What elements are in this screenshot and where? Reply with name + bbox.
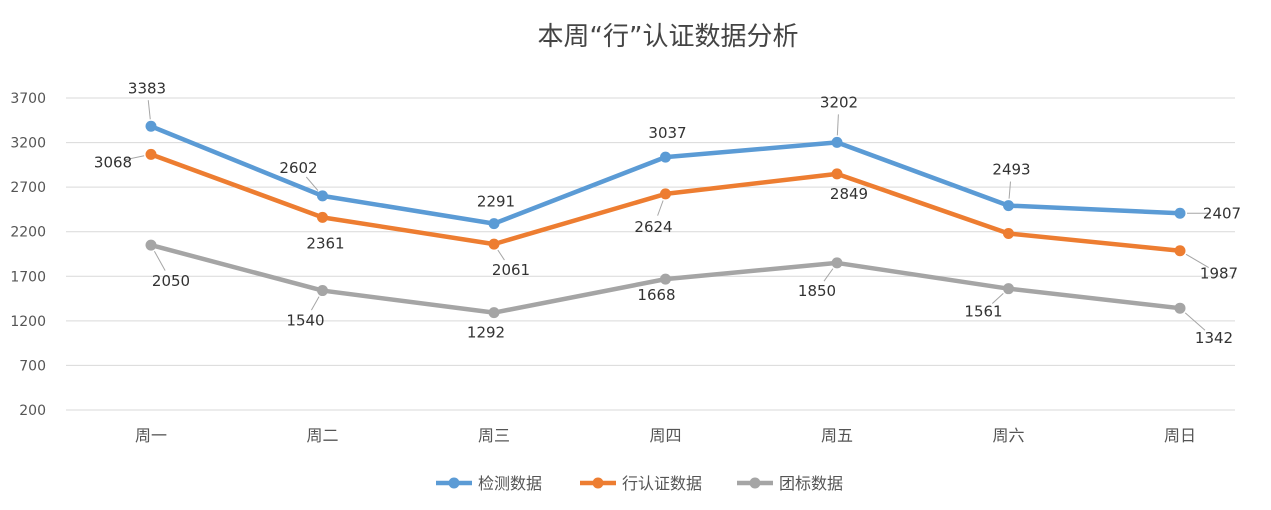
x-axis-categories: 周一 周二 周三 周四 周五 周六 周日 — [135, 426, 1196, 445]
data-labels: 3383 2602 2291 3037 3202 2493 2407 3068 2361 2061… — [94, 79, 1241, 347]
data-point — [660, 273, 671, 285]
y-tick-label: 2200 — [10, 225, 46, 241]
data-label: 1540 — [286, 312, 324, 330]
y-tick-label: 3700 — [10, 91, 46, 107]
data-point — [488, 218, 500, 230]
data-point — [317, 190, 328, 202]
data-point — [660, 188, 671, 200]
y-tick-label: 1200 — [10, 314, 46, 330]
data-point — [831, 168, 843, 180]
y-tick-label: 2700 — [10, 180, 46, 196]
legend-swatch-marker — [749, 477, 761, 489]
data-label: 1342 — [1195, 329, 1233, 347]
data-point — [1174, 207, 1186, 219]
data-label: 3068 — [94, 153, 132, 171]
x-category-label: 周日 — [1164, 426, 1196, 445]
data-point — [831, 136, 843, 148]
data-label: 2493 — [992, 161, 1030, 179]
leader-line — [657, 200, 664, 216]
series — [145, 120, 1186, 319]
legend-label: 行认证数据 — [622, 474, 702, 493]
data-label: 3383 — [128, 79, 166, 97]
data-point — [1003, 283, 1014, 295]
x-category-label: 周五 — [821, 426, 853, 445]
data-point — [831, 257, 843, 269]
y-axis-ticks: 200 700 1200 1700 2200 2700 3200 3700 — [10, 91, 46, 419]
leader-line — [836, 114, 839, 136]
data-point — [1003, 227, 1014, 239]
x-category-label: 周六 — [992, 426, 1024, 445]
data-label: 1668 — [637, 286, 675, 304]
data-point — [488, 307, 500, 319]
data-point — [317, 211, 328, 223]
data-point — [1174, 302, 1186, 314]
gridlines — [66, 97, 1235, 411]
x-category-label: 周一 — [135, 426, 167, 445]
leader-line — [497, 249, 505, 261]
leader-line — [1185, 253, 1209, 269]
leader-line — [991, 293, 1004, 304]
data-point — [488, 238, 500, 250]
leader-line — [823, 268, 834, 282]
leader-line — [1184, 312, 1206, 331]
y-tick-label: 200 — [19, 403, 46, 419]
data-point — [145, 148, 157, 160]
leader-line — [305, 176, 319, 191]
legend-label: 团标数据 — [779, 474, 843, 493]
x-category-label: 周三 — [478, 426, 510, 445]
data-label: 2291 — [477, 193, 515, 211]
data-point — [1003, 200, 1014, 212]
legend-swatch-marker — [592, 477, 604, 489]
data-point — [317, 285, 328, 297]
data-label: 3202 — [820, 93, 858, 111]
data-label: 2849 — [830, 185, 868, 203]
legend: 检测数据 行认证数据 团标数据 — [436, 474, 843, 493]
chart-title: 本周“行”认证数据分析 — [538, 22, 799, 52]
legend-swatch-marker — [448, 477, 460, 489]
leader-line — [153, 250, 166, 271]
data-label: 1987 — [1200, 265, 1238, 283]
leader-line — [310, 296, 320, 311]
y-tick-label: 3200 — [10, 136, 46, 152]
y-tick-label: 700 — [19, 358, 46, 374]
data-label: 2602 — [279, 159, 317, 177]
data-label: 2407 — [1203, 204, 1241, 222]
data-label: 1292 — [467, 324, 505, 342]
data-label: 2624 — [634, 218, 672, 236]
data-label: 1850 — [798, 282, 836, 300]
data-point — [1174, 245, 1186, 257]
data-label: 2361 — [306, 234, 344, 252]
data-label: 2050 — [152, 272, 190, 290]
legend-label: 检测数据 — [478, 474, 542, 493]
data-label: 3037 — [648, 124, 686, 142]
leader-line — [124, 155, 145, 161]
leader-line — [147, 100, 151, 120]
data-label: 2061 — [492, 261, 530, 279]
x-category-label: 周二 — [306, 426, 338, 445]
y-tick-label: 1700 — [10, 269, 46, 285]
data-point — [145, 239, 157, 251]
data-label: 1561 — [964, 303, 1002, 321]
data-point — [145, 120, 157, 132]
x-category-label: 周四 — [649, 426, 681, 445]
leader-line — [1008, 181, 1012, 199]
data-point — [660, 151, 671, 163]
